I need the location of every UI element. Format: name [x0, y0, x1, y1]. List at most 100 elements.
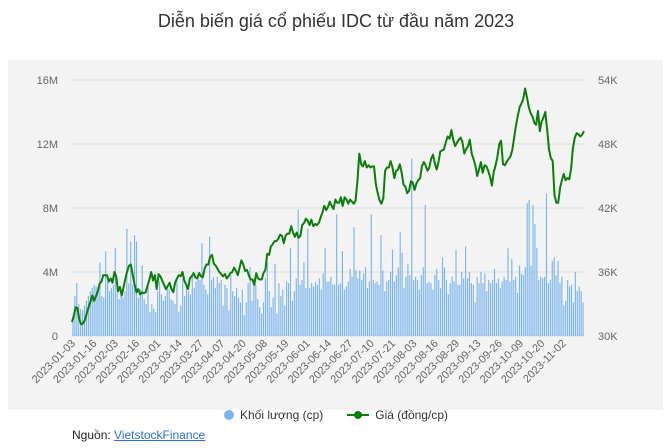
volume-bar: [478, 283, 480, 336]
volume-bar: [445, 280, 447, 336]
volume-bar: [72, 320, 74, 336]
volume-bar: [501, 281, 503, 336]
volume-bar: [147, 286, 149, 336]
volume-bar: [251, 300, 253, 336]
volume-bar: [191, 275, 193, 336]
volume-bar: [110, 288, 113, 336]
volume-bar: [139, 289, 141, 336]
volume-bar: [393, 281, 395, 336]
volume-bar: [353, 227, 355, 336]
volume-bar: [107, 281, 109, 336]
volume-bar: [101, 296, 103, 336]
legend-item-volume[interactable]: Khối lượng (cp): [224, 408, 323, 422]
volume-bar: [395, 275, 397, 336]
volume-bar: [235, 288, 238, 336]
volume-bar: [322, 273, 324, 336]
volume-bar: [540, 276, 542, 336]
volume-bar: [247, 283, 249, 336]
volume-bar: [568, 286, 571, 336]
volume-bar: [205, 289, 207, 336]
volume-bar: [132, 284, 134, 336]
volume-bar: [578, 286, 580, 336]
volume-bar: [232, 291, 234, 336]
volume-bar: [418, 289, 421, 336]
volume-bar: [413, 280, 415, 336]
volume-bar: [542, 278, 544, 336]
right-axis-tick-label: 42K: [598, 203, 618, 215]
volume-bar: [459, 284, 461, 336]
volume-bar: [178, 312, 180, 336]
volume-bar: [355, 270, 357, 336]
volume-bar: [120, 296, 122, 336]
volume-bar: [576, 291, 578, 336]
volume-bar: [549, 280, 551, 336]
volume-bar: [170, 299, 172, 336]
volume-bar: [230, 275, 232, 336]
volume-bar: [384, 291, 386, 336]
volume-bar: [528, 200, 530, 336]
volume-bar: [307, 228, 309, 336]
volume-bar: [372, 280, 374, 336]
volume-bar: [397, 267, 399, 336]
volume-bar: [338, 284, 340, 336]
volume-bar: [364, 267, 367, 336]
volume-bar: [164, 296, 166, 336]
volume-bar: [534, 224, 536, 336]
volume-bar: [216, 276, 218, 336]
volume-bar: [314, 281, 317, 336]
volume-bar: [87, 296, 89, 336]
volume-bar: [168, 289, 170, 336]
volume-bar: [424, 204, 426, 336]
volume-bar: [443, 267, 446, 336]
volume-bar: [189, 294, 191, 336]
volume-bar: [447, 294, 449, 336]
volume-bar: [476, 276, 478, 336]
volume-bar: [184, 296, 186, 336]
source-link[interactable]: VietstockFinance: [114, 428, 206, 442]
volume-bar: [582, 302, 584, 336]
volume-bar: [243, 315, 245, 336]
volume-bar: [85, 300, 88, 336]
volume-bar: [561, 276, 563, 336]
volume-bar: [530, 265, 532, 336]
volume-bar: [426, 283, 428, 336]
volume-bar: [151, 304, 153, 336]
volume-bar: [441, 257, 444, 336]
volume-bar: [222, 305, 224, 336]
volume-bar: [347, 281, 349, 336]
volume-bar: [572, 302, 574, 336]
volume-bar: [488, 280, 490, 336]
volume-bar: [259, 307, 261, 336]
volume-bar: [174, 304, 176, 336]
volume-bar: [453, 281, 455, 336]
volume-bar: [249, 267, 251, 336]
volume-bar: [349, 268, 351, 336]
volume-bar: [212, 276, 215, 336]
volume-bar: [226, 288, 228, 336]
left-axis-tick-label: 4M: [43, 267, 58, 279]
volume-bar: [520, 273, 523, 336]
volume-bar: [391, 249, 394, 336]
volume-bar: [351, 276, 353, 336]
volume-legend-marker: [224, 410, 234, 420]
volume-bar: [224, 284, 226, 336]
chart-title: Diễn biến giá cổ phiếu IDC từ đầu năm 20…: [157, 11, 515, 31]
volume-bar: [513, 280, 515, 336]
volume-bar: [95, 286, 97, 336]
volume-bar: [466, 278, 469, 336]
volume-bar: [470, 283, 472, 336]
volume-bar: [160, 294, 163, 336]
volume-bar: [455, 249, 457, 336]
volume-bar: [486, 291, 488, 336]
volume-bar: [341, 251, 344, 336]
volume-bars: [72, 158, 584, 336]
volume-bar: [524, 267, 526, 336]
volume-bar: [176, 280, 178, 336]
volume-bar: [197, 276, 199, 336]
legend-item-price[interactable]: Giá (đồng/cp): [347, 408, 448, 422]
volume-bar: [220, 280, 222, 336]
volume-bar: [405, 276, 407, 336]
volume-bar: [482, 283, 484, 336]
volume-bar: [555, 275, 557, 336]
volume-bar: [376, 281, 378, 336]
